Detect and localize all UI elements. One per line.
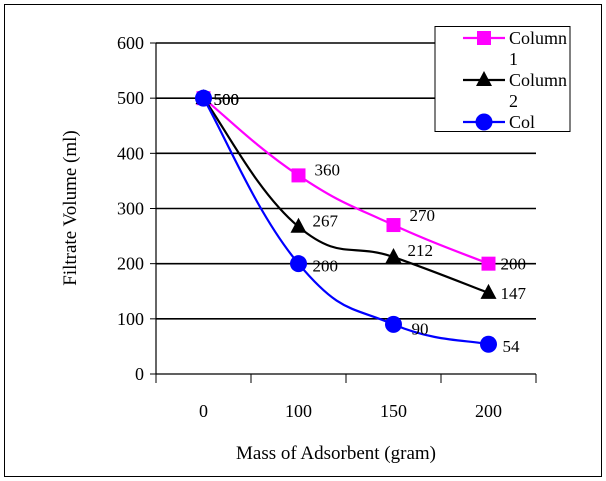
legend-marker-2 [476, 71, 492, 86]
data-label-3-150: 90 [412, 319, 429, 338]
legend-label-3: Col [509, 112, 535, 132]
data-label-2-200: 147 [501, 284, 527, 303]
y-tick-label-100: 100 [117, 309, 144, 329]
data-label-3-0: 500 [214, 90, 240, 109]
legend-label-2: Column 2 [509, 70, 567, 111]
data-label-2-100: 267 [313, 212, 339, 231]
series-2-point-200 [480, 283, 497, 299]
data-label-1-200: 200 [501, 255, 527, 274]
y-tick-labels: 0 100 200 300 400 500 600 [117, 33, 144, 384]
series-3-point-200 [480, 335, 497, 353]
data-label-2-150: 212 [408, 241, 434, 260]
series-line-1 [202, 97, 489, 265]
series-1-point-100 [291, 168, 306, 183]
y-tick-label-0: 0 [135, 364, 144, 384]
series-line-3 [202, 97, 489, 346]
legend-marker-3 [475, 113, 493, 131]
x-tick-label-150: 150 [380, 401, 407, 421]
series-1-point-200 [481, 256, 496, 271]
y-tick-label-500: 500 [117, 88, 144, 108]
series-2-point-150 [385, 248, 402, 264]
data-label-2-0: 500 [214, 90, 240, 109]
legend-label-1: Column 1 [509, 28, 567, 69]
series-3-point-0 [195, 89, 212, 107]
y-tick-label-600: 600 [117, 33, 144, 53]
data-label-1-100: 360 [315, 160, 341, 179]
data-label-1-150: 270 [410, 206, 436, 225]
series-3-point-150 [385, 315, 402, 333]
series-3-point-100 [290, 255, 307, 273]
y-tick-label-300: 300 [117, 199, 144, 219]
y-tick-label-200: 200 [117, 254, 144, 274]
x-tick-label-100: 100 [285, 401, 312, 421]
series-group [195, 89, 497, 353]
series-1-point-150 [386, 218, 401, 233]
data-label-3-100: 200 [313, 257, 339, 276]
series-2-point-100 [290, 217, 307, 233]
y-tick-label-400: 400 [117, 143, 144, 163]
x-tick-labels: 0 100 150 200 [199, 401, 502, 421]
data-label-3-200: 54 [503, 337, 521, 356]
x-axis-label: Mass of Adsorbent (gram) [236, 443, 436, 464]
x-tick-label-200: 200 [475, 401, 502, 421]
axes [150, 42, 537, 383]
data-label-1-0: 500 [214, 90, 240, 109]
series-line-2 [202, 97, 489, 294]
x-tick-label-0: 0 [199, 401, 208, 421]
y-axis-label: Filtrate Volume (ml) [60, 130, 81, 286]
legend-marker-1 [477, 31, 491, 45]
